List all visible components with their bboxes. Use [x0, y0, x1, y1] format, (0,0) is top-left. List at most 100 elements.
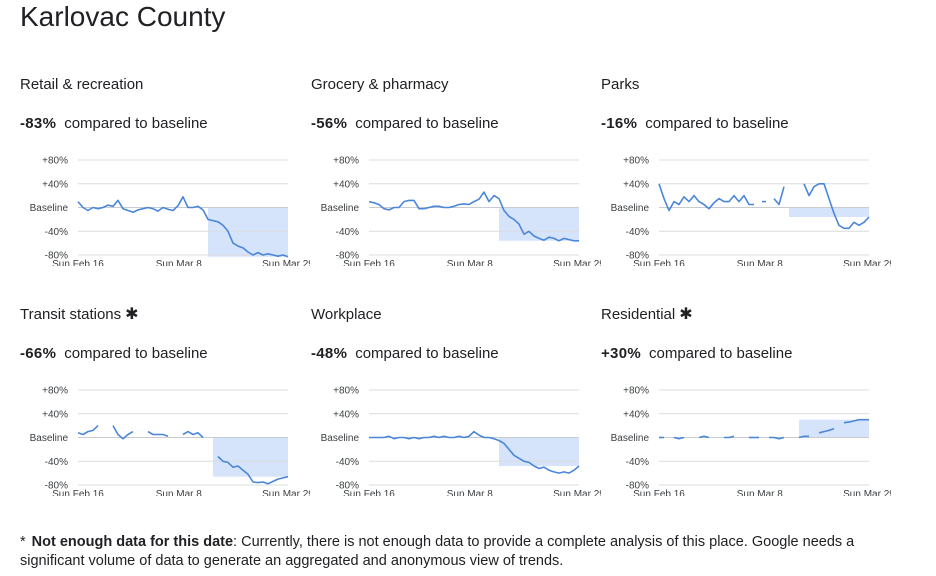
- y-tick-label: Baseline: [30, 433, 69, 444]
- x-tick-label: Sun Mar 29: [843, 489, 891, 496]
- y-tick-label: Baseline: [611, 203, 650, 214]
- x-tick-label: Sun Mar 8: [156, 259, 203, 266]
- summary-text: compared to baseline: [355, 115, 499, 132]
- series-line: [658, 183, 754, 212]
- y-tick-label: +40%: [623, 179, 649, 190]
- chart-summary: -56% compared to baseline: [311, 114, 499, 134]
- x-tick-label: Sun Mar 8: [737, 259, 784, 266]
- summary-text: compared to baseline: [355, 345, 499, 362]
- x-tick-label: Sun Mar 8: [447, 489, 494, 496]
- asterisk-icon: ✱: [679, 306, 693, 323]
- y-tick-label: Baseline: [30, 203, 69, 214]
- y-tick-label: +80%: [333, 386, 359, 397]
- chart-panel: Grocery & pharmacy -56% compared to baseli…: [311, 76, 601, 296]
- chart-panel: Residential ✱ +30% compared to baseline +80%…: [601, 306, 891, 526]
- y-tick-label: +80%: [42, 386, 68, 397]
- series-line: [724, 435, 735, 439]
- y-tick-label: +80%: [623, 386, 649, 397]
- x-tick-label: Sun Mar 8: [156, 489, 203, 496]
- chart-panel: Transit stations ✱ -66% compared to baselin…: [20, 306, 310, 526]
- chart-summary: -66% compared to baseline: [20, 344, 208, 364]
- series-line: [818, 427, 835, 434]
- shaded-region: [789, 207, 869, 217]
- series-line: [182, 430, 204, 439]
- summary-value: +30%: [601, 345, 641, 362]
- x-tick-label: Sun Mar 29: [553, 259, 601, 266]
- x-tick-label: Sun Mar 29: [553, 489, 601, 496]
- series-line: [769, 436, 785, 440]
- x-tick-label: Sun Feb 16: [52, 259, 104, 266]
- y-tick-label: -40%: [626, 457, 649, 468]
- y-tick-label: Baseline: [321, 203, 360, 214]
- chart-summary: -48% compared to baseline: [311, 344, 499, 364]
- x-tick-label: Sun Feb 16: [343, 489, 395, 496]
- chart-summary: -83% compared to baseline: [20, 114, 208, 134]
- summary-value: -48%: [311, 345, 348, 362]
- series-line: [673, 436, 685, 440]
- summary-value: -16%: [601, 115, 638, 132]
- chart-svg: +80% +40% Baseline -40% -80%Sun Feb 16 Sun Ma…: [611, 386, 891, 497]
- chart-panel: Workplace -48% compared to baseline +80% +40…: [311, 306, 601, 526]
- chart-title: Retail & recreation: [20, 76, 144, 93]
- summary-text: compared to baseline: [64, 345, 208, 362]
- chart-title: Parks: [601, 76, 640, 93]
- y-tick-label: -40%: [626, 227, 649, 238]
- x-tick-label: Sun Feb 16: [633, 489, 685, 496]
- series-line: [369, 430, 580, 474]
- summary-text: compared to baseline: [645, 115, 789, 132]
- series-line: [698, 435, 710, 439]
- series-line: [798, 435, 809, 439]
- series-line: [803, 182, 870, 230]
- x-tick-label: Sun Mar 8: [447, 259, 494, 266]
- chart-title-row: Residential ✱: [601, 306, 693, 324]
- chart-title-row: Transit stations ✱: [20, 306, 139, 324]
- y-tick-label: -80%: [45, 481, 68, 492]
- series-line: [112, 425, 134, 440]
- series-line: [843, 418, 869, 424]
- y-tick-label: -40%: [45, 457, 68, 468]
- chart-summary: +30% compared to baseline: [601, 344, 792, 364]
- chart-svg: +80% +40% Baseline -40% -80%Sun Feb 16 Sun Ma…: [30, 156, 310, 267]
- y-tick-label: +80%: [623, 156, 649, 167]
- chart-svg: +80% +40% Baseline -40% -80%Sun Feb 16 Sun Ma…: [321, 156, 601, 267]
- series-line: [77, 195, 289, 258]
- y-tick-label: +80%: [333, 156, 359, 167]
- shaded-region: [799, 419, 869, 438]
- footnote: * Not enough data for this date: Currentl…: [20, 533, 900, 571]
- chart-svg: +80% +40% Baseline -40% -80%Sun Feb 16 Sun Ma…: [30, 386, 310, 497]
- x-tick-label: Sun Feb 16: [633, 259, 685, 266]
- series-line: [773, 186, 785, 206]
- summary-value: -83%: [20, 115, 57, 132]
- chart-title: Transit stations: [20, 306, 122, 323]
- shaded-region: [213, 437, 288, 477]
- summary-value: -66%: [20, 345, 57, 362]
- chart-title: Residential: [601, 306, 676, 323]
- shaded-region: [499, 207, 579, 241]
- y-tick-label: -80%: [626, 481, 649, 492]
- series-line: [77, 425, 99, 436]
- x-tick-label: Sun Feb 16: [52, 489, 104, 496]
- footnote-star: *: [20, 534, 26, 550]
- x-tick-label: Sun Feb 16: [343, 259, 395, 266]
- chart-summary: -16% compared to baseline: [601, 114, 789, 134]
- chart-svg: +80% +40% Baseline -40% -80%Sun Feb 16 Sun Ma…: [611, 156, 891, 267]
- footnote-bold: Not enough data for this date: [31, 534, 234, 550]
- y-tick-label: -40%: [45, 227, 68, 238]
- x-tick-label: Sun Mar 8: [737, 489, 784, 496]
- y-tick-label: -80%: [336, 251, 359, 262]
- series-line: [147, 430, 169, 438]
- footnote-text: : Currently, there is not enough data to…: [20, 534, 855, 569]
- y-tick-label: +80%: [42, 156, 68, 167]
- chart-panel: Parks -16% compared to baseline +80% +40% Bas…: [601, 76, 891, 296]
- x-tick-label: Sun Mar 29: [262, 489, 310, 496]
- y-tick-label: Baseline: [611, 433, 650, 444]
- y-tick-label: -40%: [336, 227, 359, 238]
- chart-panel: Retail & recreation -83% compared to basel…: [20, 76, 310, 296]
- y-tick-label: +40%: [42, 179, 68, 190]
- y-tick-label: +40%: [333, 179, 359, 190]
- series-line: [217, 455, 289, 485]
- shaded-region: [208, 207, 288, 257]
- chart-title: Workplace: [311, 306, 382, 323]
- y-tick-label: Baseline: [321, 433, 360, 444]
- y-tick-label: -80%: [45, 251, 68, 262]
